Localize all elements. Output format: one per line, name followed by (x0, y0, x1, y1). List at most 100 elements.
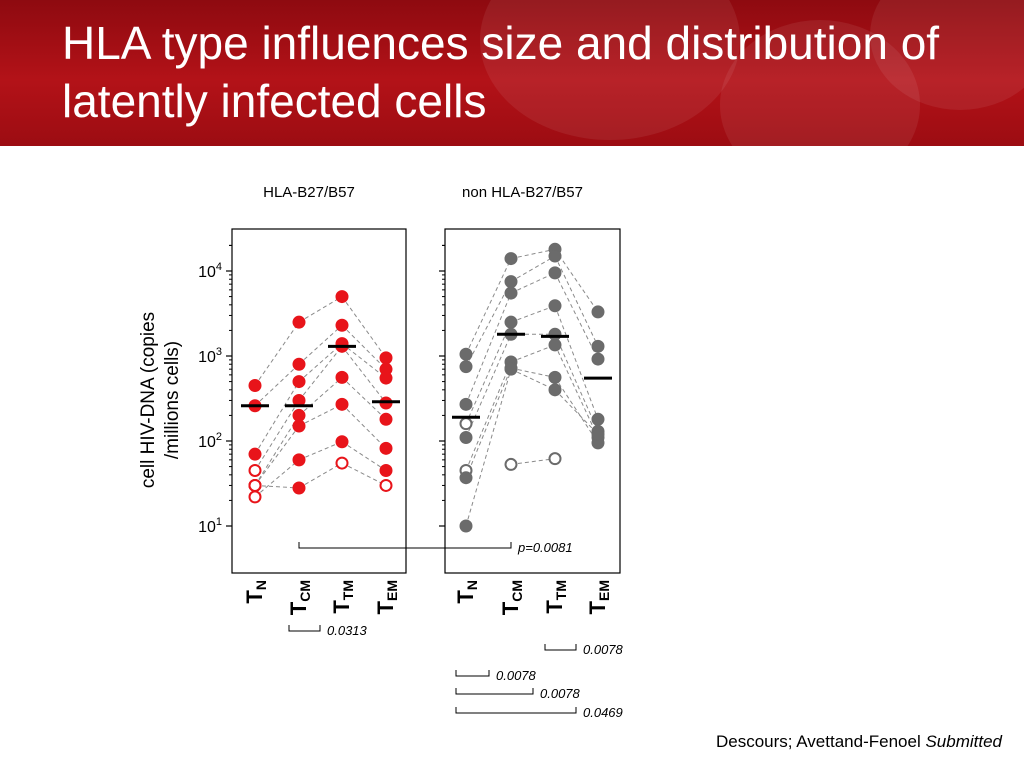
subject-connector (465, 369, 512, 527)
subject-connector (254, 381, 300, 455)
subject-connector (510, 248, 556, 260)
slide-title: HLA type influences size and distributio… (62, 17, 940, 127)
subject-connector (298, 377, 343, 416)
subject-connector (510, 255, 556, 283)
data-point (548, 249, 562, 263)
subject-connector (341, 324, 387, 370)
subject-connector (510, 344, 556, 363)
data-point (248, 478, 262, 492)
subject-connector (510, 368, 556, 391)
category-subscript: CM (509, 580, 525, 602)
category-label: TEM (585, 580, 612, 614)
subject-connector (510, 367, 556, 378)
data-point (379, 351, 393, 365)
data-point (548, 370, 562, 384)
subject-connector (254, 415, 300, 486)
data-point (504, 286, 518, 300)
data-point (459, 519, 473, 533)
category-subscript: TM (340, 580, 356, 600)
category-base: T (585, 600, 610, 614)
y-tick-label: 104 (198, 261, 222, 281)
plot-frame (444, 228, 621, 574)
subject-connector (510, 272, 556, 294)
subject-connector (554, 334, 599, 432)
subject-connector (298, 324, 343, 365)
data-point (379, 441, 393, 455)
data-point (292, 481, 306, 495)
data-point (504, 457, 518, 471)
category-label: TTM (329, 580, 356, 614)
data-point (548, 452, 562, 466)
data-point (292, 375, 306, 389)
data-point (504, 315, 518, 329)
subject-connector (554, 389, 599, 435)
category-label: TEM (373, 580, 400, 614)
data-point (591, 352, 605, 366)
citation-status: Submitted (925, 732, 1002, 751)
y-tick-base: 10 (198, 434, 216, 451)
data-point (248, 463, 262, 477)
subject-connector (341, 441, 387, 471)
data-point (335, 397, 349, 411)
data-point (248, 490, 262, 504)
category-base: T (242, 590, 267, 604)
subject-connector (254, 321, 300, 386)
y-tick-exponent: 4 (216, 261, 222, 273)
bracket-line (288, 625, 321, 632)
citation: Descours; Avettand-Fenoel Submitted (716, 732, 1002, 752)
data-point (335, 435, 349, 449)
subject-connector (341, 343, 387, 379)
category-subscript: CM (297, 580, 313, 602)
data-point (335, 318, 349, 332)
data-point (548, 266, 562, 280)
p-value-label: 0.0313 (327, 623, 368, 638)
subject-connector (554, 344, 599, 438)
subject-connector (298, 462, 343, 489)
data-point (548, 383, 562, 397)
plot-frame (231, 228, 407, 574)
category-subscript: EM (596, 580, 612, 601)
data-point (459, 360, 473, 374)
data-point (335, 370, 349, 384)
y-axis-label: cell HIV-DNA (copies/millions cells) (138, 312, 183, 488)
citation-authors: Descours; Avettand-Fenoel (715, 732, 921, 751)
bracket-line (544, 644, 577, 651)
subject-connector (298, 346, 343, 401)
data-point (459, 397, 473, 411)
comparison-bracket: 0.0469 (455, 705, 623, 720)
data-point (548, 338, 562, 352)
data-point (459, 430, 473, 444)
subject-connector (465, 281, 512, 367)
y-axis-label-line2: /millions cells) (162, 341, 183, 459)
data-point (504, 252, 518, 266)
subject-connector (298, 403, 343, 427)
comparison-bracket: p=0.0081 (298, 540, 573, 555)
category-subscript: N (464, 580, 480, 590)
subject-connector (465, 367, 512, 478)
category-base: T (373, 600, 398, 614)
data-point (459, 347, 473, 361)
category-base: T (542, 600, 567, 614)
data-point (292, 419, 306, 433)
data-point (379, 478, 393, 492)
category-label: TN (242, 580, 269, 604)
comparison-bracket: 0.0313 (288, 623, 368, 638)
title-banner: HLA type influences size and distributio… (0, 0, 1024, 146)
p-value-label: p=0.0081 (517, 540, 573, 555)
subject-connector (341, 403, 387, 449)
p-value-label: 0.0078 (540, 686, 581, 701)
data-point (459, 471, 473, 485)
data-point (591, 339, 605, 353)
bracket-line (298, 542, 512, 549)
subject-connector (510, 305, 556, 323)
data-point (504, 362, 518, 376)
category-base: T (286, 601, 311, 615)
bracket-line (455, 688, 534, 695)
category-base: T (453, 590, 478, 604)
y-tick-label: 102 (198, 431, 222, 451)
subject-connector (341, 377, 387, 420)
data-point (379, 371, 393, 385)
